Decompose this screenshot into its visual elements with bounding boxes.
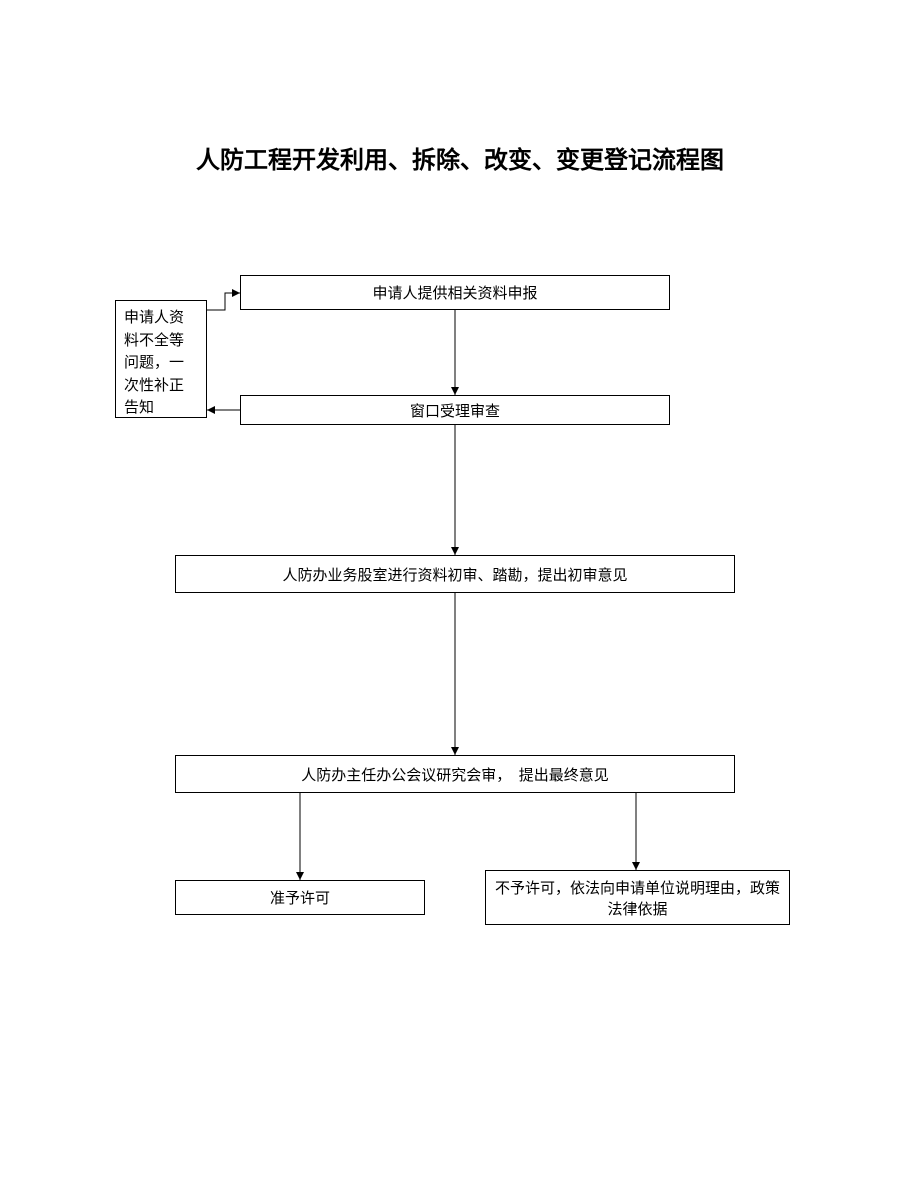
node-label: 不予许可，依法向申请单位说明理由，政策法律依据 [490, 877, 785, 919]
node-director-meeting: 人防办主任办公会议研究会审， 提出最终意见 [175, 755, 735, 793]
node-label: 窗口受理审查 [410, 400, 500, 421]
node-label: 人防办业务股室进行资料初审、踏勘，提出初审意见 [282, 564, 627, 585]
node-side-notice: 申请人资料不全等问题，一次性补正告知 [115, 300, 207, 418]
node-approve: 准予许可 [175, 880, 425, 915]
node-label: 申请人提供相关资料申报 [372, 282, 537, 303]
node-label: 准予许可 [270, 887, 330, 908]
node-label: 人防办主任办公会议研究会审， 提出最终意见 [301, 764, 609, 785]
node-preliminary-review: 人防办业务股室进行资料初审、踏勘，提出初审意见 [175, 555, 735, 593]
node-window-review: 窗口受理审查 [240, 395, 670, 425]
node-label: 申请人资料不全等问题，一次性补正告知 [124, 310, 184, 416]
connector-layer [0, 0, 920, 1191]
flowchart-page: 人防工程开发利用、拆除、改变、变更登记流程图 申请人提供相关资料申报 申请人资料… [0, 0, 920, 1191]
page-title: 人防工程开发利用、拆除、改变、变更登记流程图 [0, 140, 920, 175]
node-reject: 不予许可，依法向申请单位说明理由，政策法律依据 [485, 870, 790, 925]
node-application: 申请人提供相关资料申报 [240, 275, 670, 310]
